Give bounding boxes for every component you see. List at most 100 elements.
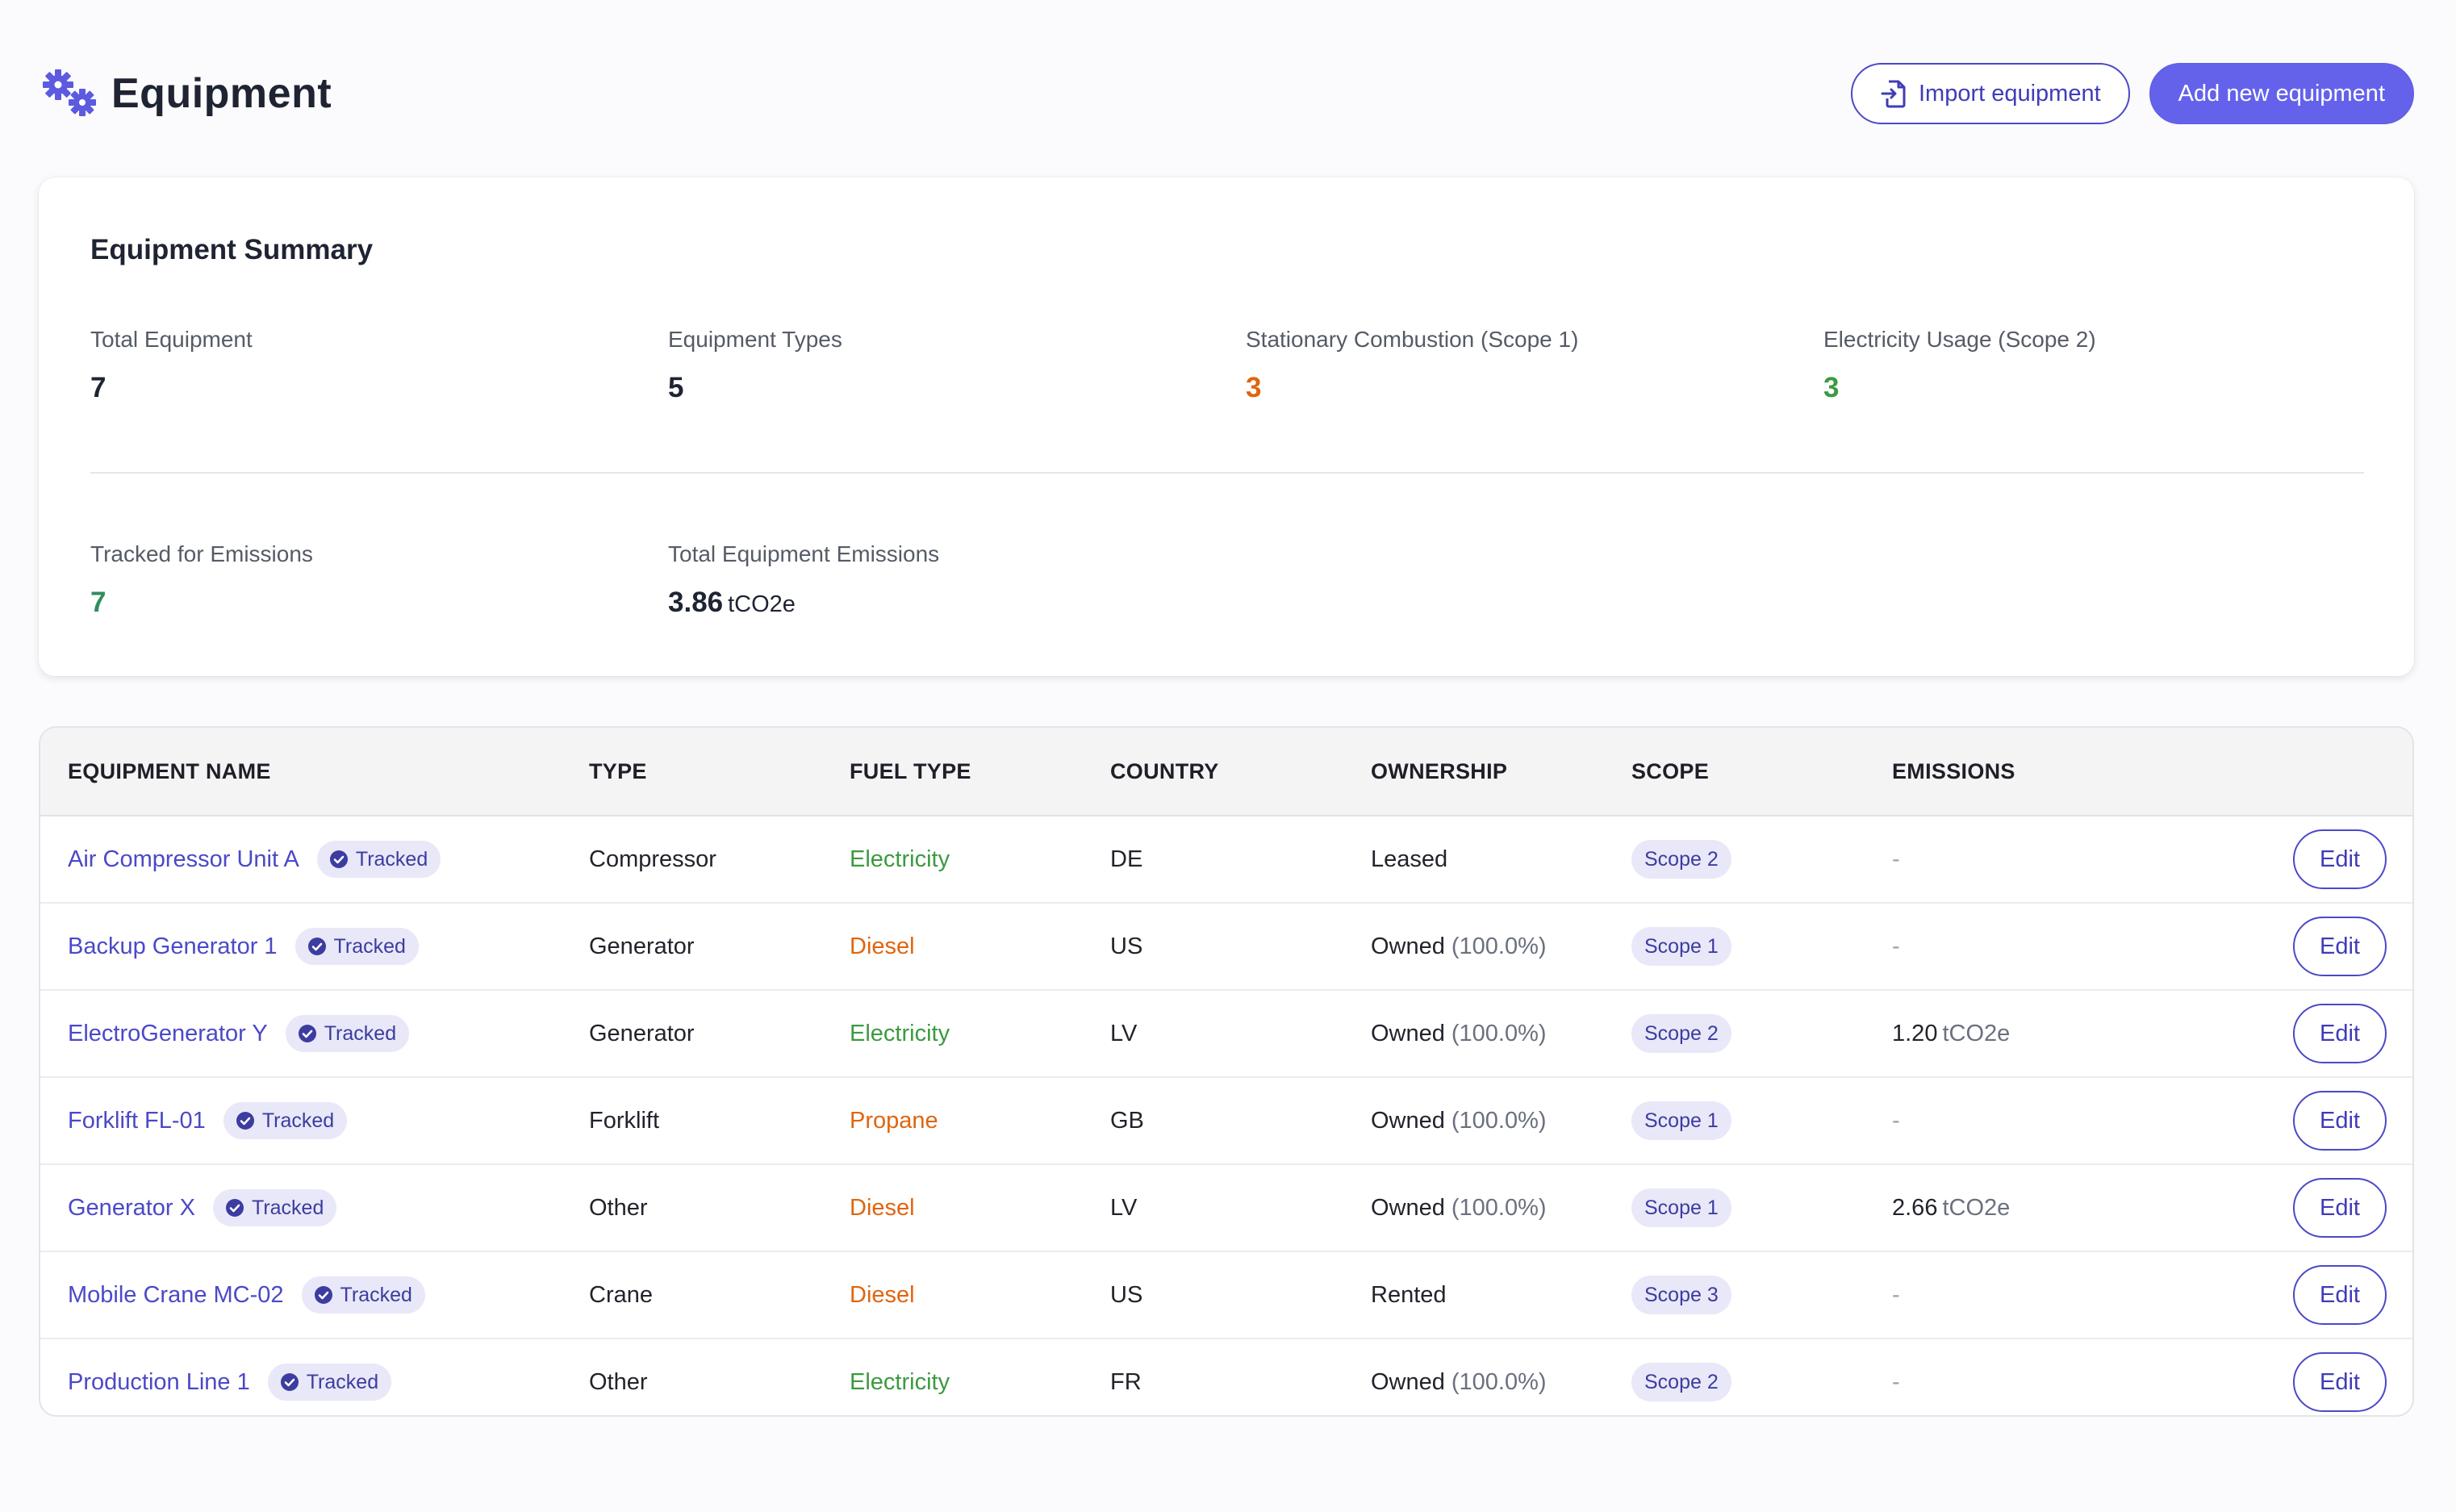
emissions-value: 1.20 <box>1892 1020 1938 1046</box>
stat-label: Total Equipment <box>90 327 253 352</box>
edit-button[interactable]: Edit <box>2293 1091 2387 1151</box>
scope-badge: Scope 1 <box>1631 927 1731 966</box>
tracked-label: Tracked <box>355 847 428 871</box>
fuel-type-cell: Propane <box>850 1107 938 1134</box>
country-cell: GB <box>1110 1107 1144 1134</box>
column-header-country[interactable]: COUNTRY <box>1110 758 1219 783</box>
tracked-label: Tracked <box>340 1283 412 1306</box>
ownership-percent: (100.0%) <box>1451 1368 1547 1395</box>
column-header-fuel-type[interactable]: FUEL TYPE <box>850 758 971 783</box>
scope-badge: Scope 3 <box>1631 1276 1731 1314</box>
stat-stationary-combustion: Stationary Combustion (Scope 1) 3 <box>1246 327 1578 404</box>
tracked-badge: Tracked <box>267 1364 392 1401</box>
stat-total-equipment: Total Equipment 7 <box>90 327 253 404</box>
table-row: Forklift FL-01 Tracked Forklift Propane … <box>40 1078 2412 1165</box>
ownership-percent: (100.0%) <box>1451 1194 1547 1221</box>
edit-button[interactable]: Edit <box>2293 1178 2387 1238</box>
emissions-value: 2.66 <box>1892 1194 1938 1221</box>
ownership-cell: Owned (100.0%) <box>1371 1369 1547 1396</box>
edit-button[interactable]: Edit <box>2293 829 2387 889</box>
stat-value: 3 <box>1246 372 1262 403</box>
tracked-label: Tracked <box>333 934 406 958</box>
type-cell: Compressor <box>589 846 716 872</box>
equipment-name-link[interactable]: Air Compressor Unit A <box>68 846 299 872</box>
stat-label: Stationary Combustion (Scope 1) <box>1246 327 1579 352</box>
country-cell: DE <box>1110 846 1143 872</box>
table-row: Backup Generator 1 Tracked Generator Die… <box>40 904 2412 991</box>
edit-button[interactable]: Edit <box>2293 1004 2387 1063</box>
equipment-name-link[interactable]: Backup Generator 1 <box>68 933 278 959</box>
emissions-cell: - <box>1892 934 1905 960</box>
column-header-scope[interactable]: SCOPE <box>1631 758 1710 783</box>
equipment-name-link[interactable]: Mobile Crane MC-02 <box>68 1281 284 1308</box>
stat-label: Tracked for Emissions <box>90 541 313 566</box>
country-cell: LV <box>1110 1194 1138 1221</box>
equipment-name-cell: Mobile Crane MC-02 Tracked <box>68 1276 425 1314</box>
scope-cell: Scope 1 <box>1631 1188 1731 1227</box>
column-header-ownership[interactable]: OWNERSHIP <box>1371 758 1508 783</box>
type-cell: Generator <box>589 933 695 959</box>
ownership-value: Owned <box>1371 1107 1445 1134</box>
edit-button[interactable]: Edit <box>2293 917 2387 976</box>
equipment-name-link[interactable]: ElectroGenerator Y <box>68 1020 268 1046</box>
add-new-equipment-label: Add new equipment <box>2178 80 2385 107</box>
scope-cell: Scope 2 <box>1631 1014 1731 1053</box>
type-cell: Forklift <box>589 1107 659 1134</box>
title-wrap: Equipment <box>39 67 332 120</box>
stat-value: 3.86 tCO2e <box>668 587 939 619</box>
stat-value: 5 <box>668 372 684 403</box>
equipment-name-link[interactable]: Forklift FL-01 <box>68 1107 206 1134</box>
edit-button[interactable]: Edit <box>2293 1265 2387 1325</box>
column-header-emissions[interactable]: EMISSIONS <box>1892 758 2015 783</box>
check-circle-icon <box>307 936 328 957</box>
table-row: ElectroGenerator Y Tracked Generator Ele… <box>40 991 2412 1078</box>
fuel-type-cell: Electricity <box>850 1020 950 1046</box>
tracked-badge: Tracked <box>316 841 441 878</box>
equipment-name-link[interactable]: Generator X <box>68 1194 195 1221</box>
emissions-value: - <box>1892 933 1900 959</box>
scope-badge: Scope 1 <box>1631 1188 1731 1227</box>
edit-button[interactable]: Edit <box>2293 1352 2387 1412</box>
stat-label: Total Equipment Emissions <box>668 541 940 566</box>
emissions-unit: tCO2e <box>1942 1020 2011 1046</box>
gears-icon <box>39 67 100 120</box>
stat-label: Equipment Types <box>668 327 842 352</box>
emissions-value: - <box>1892 1107 1900 1134</box>
import-equipment-button[interactable]: Import equipment <box>1850 63 2130 124</box>
emissions-unit: tCO2e <box>1942 1194 2011 1221</box>
ownership-percent: (100.0%) <box>1451 1020 1547 1046</box>
stat-value: 7 <box>90 372 107 403</box>
type-cell: Generator <box>589 1020 695 1046</box>
header-actions: Import equipment Add new equipment <box>1850 63 2414 124</box>
ownership-value: Owned <box>1371 933 1445 959</box>
country-cell: FR <box>1110 1368 1142 1395</box>
emissions-value: - <box>1892 1368 1900 1395</box>
emissions-cell: - <box>1892 1282 1905 1309</box>
equipment-name-cell: ElectroGenerator Y Tracked <box>68 1015 410 1052</box>
scope-cell: Scope 1 <box>1631 927 1731 966</box>
equipment-summary-card: Equipment Summary Total Equipment 7 Equi… <box>39 178 2414 676</box>
ownership-value: Owned <box>1371 1020 1445 1046</box>
equipment-name-cell: Generator X Tracked <box>68 1189 337 1226</box>
column-header-type[interactable]: TYPE <box>589 758 647 783</box>
ownership-percent: (100.0%) <box>1451 1107 1547 1134</box>
ownership-value: Rented <box>1371 1281 1447 1308</box>
tracked-label: Tracked <box>324 1021 397 1045</box>
type-cell: Crane <box>589 1281 653 1308</box>
import-equipment-label: Import equipment <box>1918 80 2101 107</box>
tracked-badge: Tracked <box>212 1189 337 1226</box>
scope-badge: Scope 1 <box>1631 1101 1731 1140</box>
equipment-name-link[interactable]: Production Line 1 <box>68 1368 250 1395</box>
type-cell: Other <box>589 1368 648 1395</box>
equipment-name-cell: Air Compressor Unit A Tracked <box>68 841 441 878</box>
equipment-name-cell: Production Line 1 Tracked <box>68 1364 392 1401</box>
scope-cell: Scope 2 <box>1631 840 1731 879</box>
add-new-equipment-button[interactable]: Add new equipment <box>2149 63 2414 124</box>
type-cell: Other <box>589 1194 648 1221</box>
stat-label: Electricity Usage (Scope 2) <box>1823 327 2096 352</box>
emissions-value: 3.86 <box>668 587 724 618</box>
column-header-equipment-name[interactable]: EQUIPMENT NAME <box>68 758 271 783</box>
emissions-value: - <box>1892 1281 1900 1308</box>
page-title: Equipment <box>111 70 332 117</box>
emissions-unit: tCO2e <box>728 591 796 617</box>
